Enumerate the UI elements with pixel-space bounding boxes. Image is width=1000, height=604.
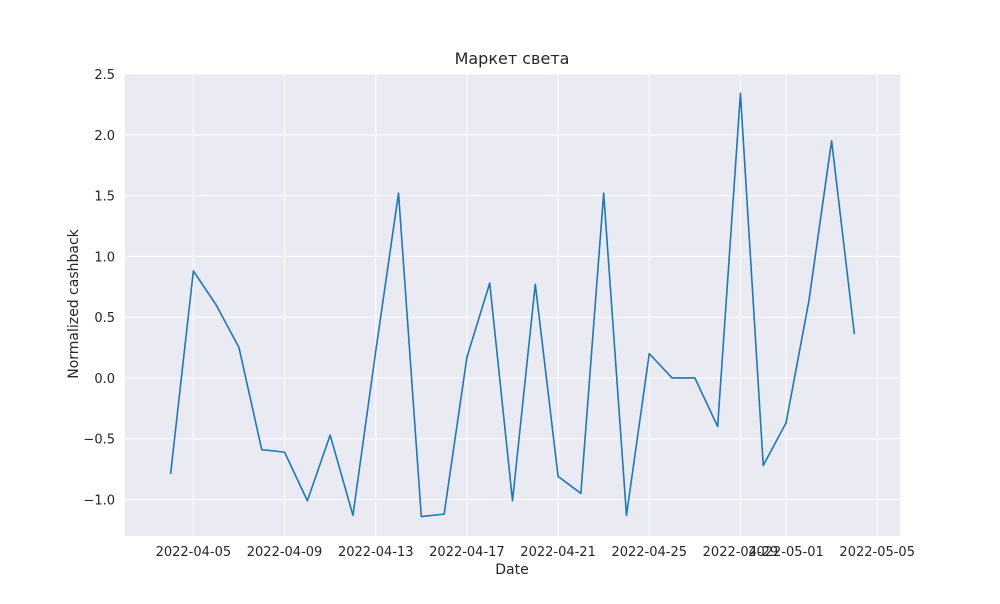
y-tick-label: −1.0 bbox=[83, 494, 115, 509]
plot-background bbox=[125, 74, 900, 536]
x-tick-label: 2022-04-17 bbox=[429, 545, 505, 560]
y-tick-labels: −1.0 −0.5 0.0 0.5 1.0 1.5 2.0 2.5 bbox=[83, 68, 115, 509]
x-tick-label: 2022-04-21 bbox=[520, 545, 596, 560]
y-tick-label: 0.0 bbox=[94, 372, 115, 387]
x-tick-label: 2022-04-25 bbox=[611, 545, 687, 560]
x-tick-label: 2022-04-05 bbox=[156, 545, 232, 560]
x-tick-label: 2022-04-13 bbox=[338, 545, 414, 560]
y-tick-label: 0.5 bbox=[94, 311, 115, 326]
y-tick-label: 2.5 bbox=[94, 68, 115, 83]
x-tick-label: 2022-05-05 bbox=[839, 545, 915, 560]
y-tick-label: 1.0 bbox=[94, 250, 115, 265]
chart-title: Маркет света bbox=[455, 49, 570, 68]
x-axis-label: Date bbox=[495, 562, 528, 578]
y-axis-label: Normalized cashback bbox=[66, 228, 82, 378]
x-tick-label: 2022-05-01 bbox=[748, 545, 824, 560]
y-tick-label: −0.5 bbox=[83, 433, 115, 448]
y-tick-label: 2.0 bbox=[94, 129, 115, 144]
x-tick-labels: 2022-04-05 2022-04-09 2022-04-13 2022-04-17… bbox=[156, 545, 915, 560]
x-tick-label: 2022-04-09 bbox=[247, 545, 323, 560]
y-tick-label: 1.5 bbox=[94, 190, 115, 205]
